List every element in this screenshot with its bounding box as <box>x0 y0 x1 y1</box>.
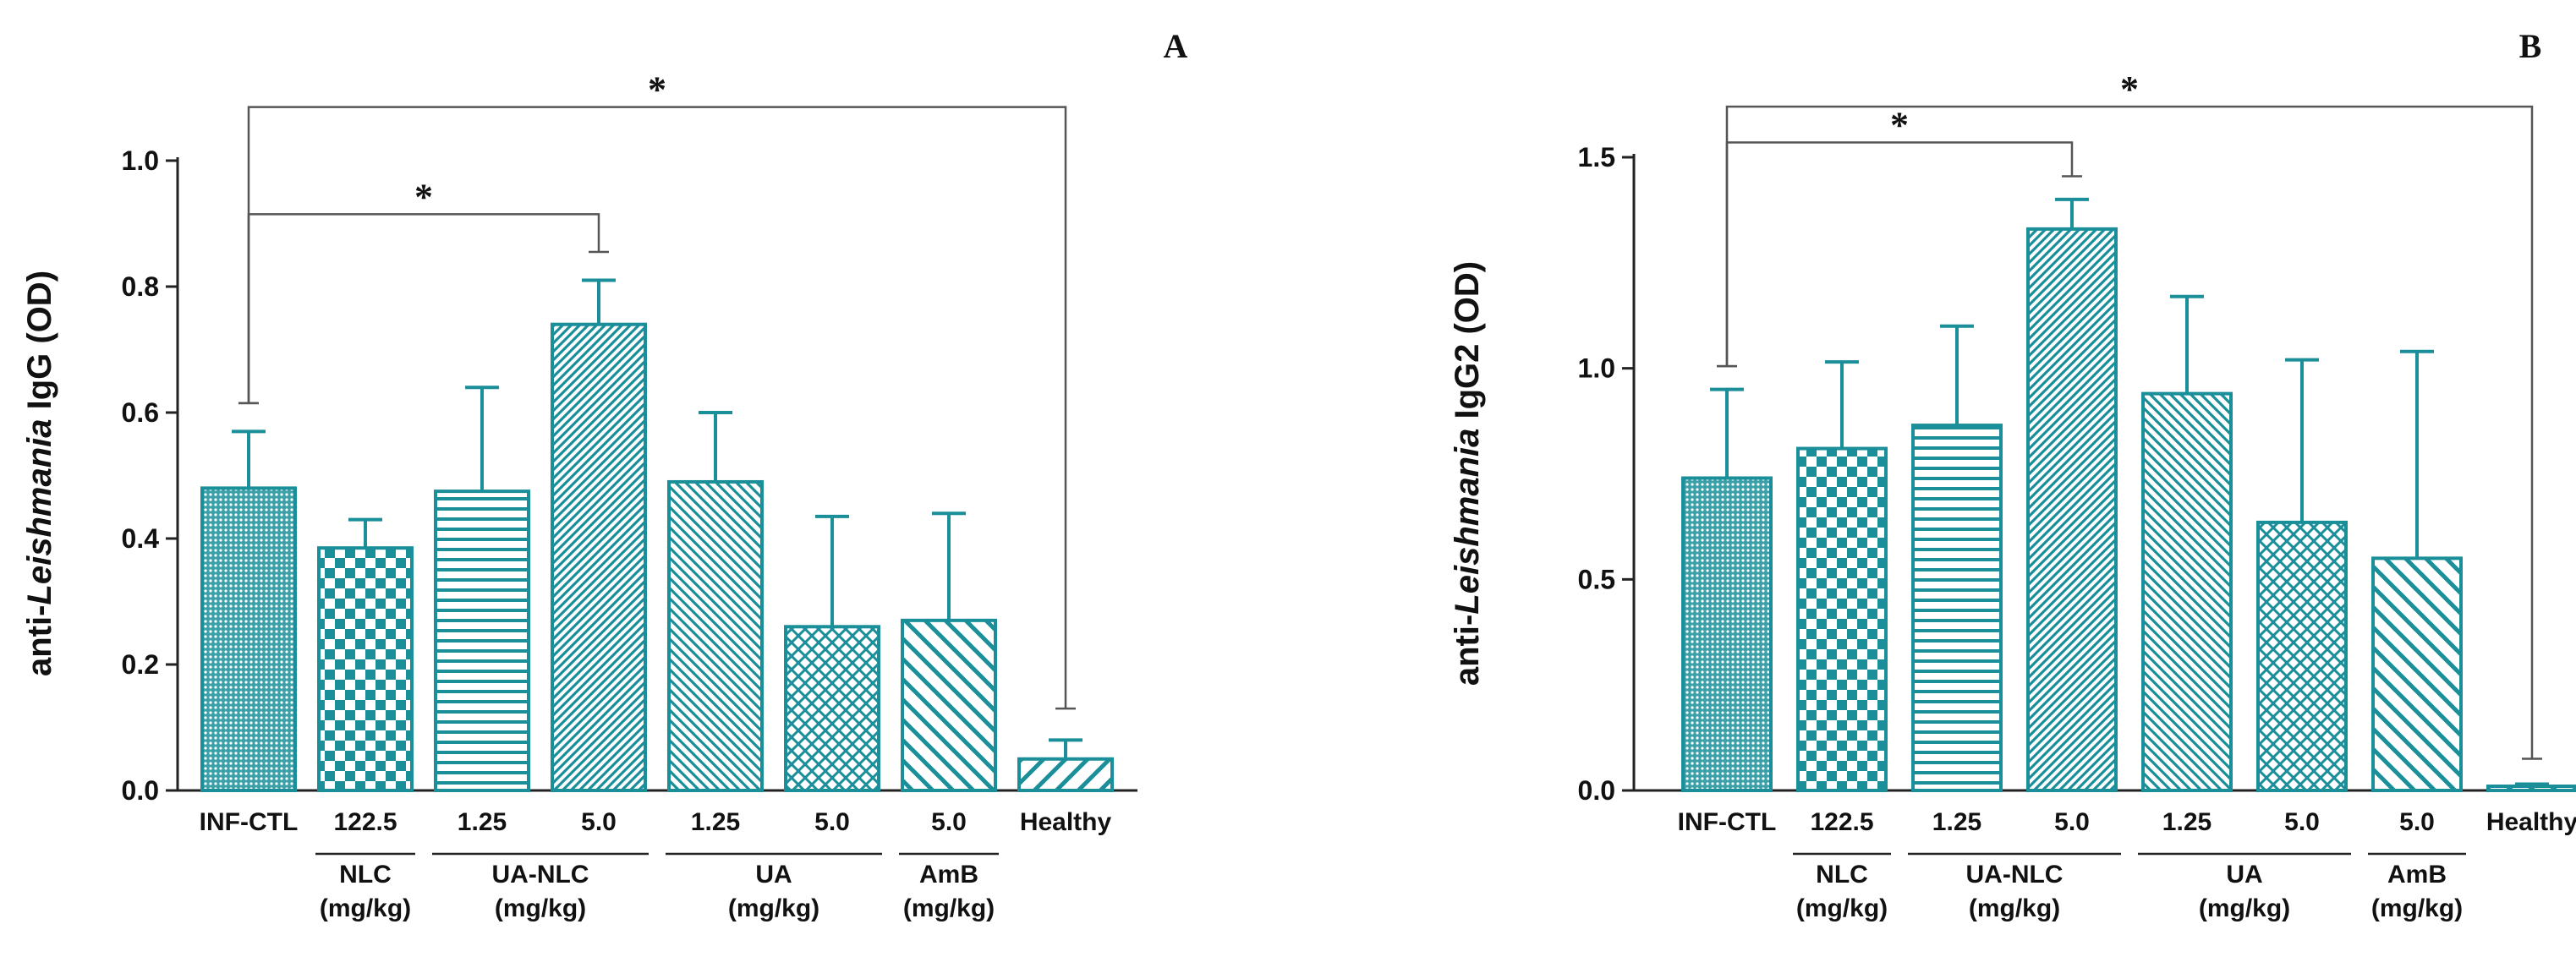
group-label: AmB <box>919 861 978 889</box>
bar <box>1911 424 2003 792</box>
group-label: NLC <box>1816 861 1868 889</box>
bar <box>2486 785 2576 792</box>
bar <box>2256 520 2348 792</box>
x-tick-label: Healthy <box>2486 808 2576 836</box>
bar <box>667 479 764 792</box>
group-unit: (mg/kg) <box>320 894 411 922</box>
y-tick-label: 0.8 <box>122 271 159 302</box>
group-unit: (mg/kg) <box>495 894 586 922</box>
x-tick-label: 5.0 <box>581 808 617 836</box>
bar <box>1017 757 1114 792</box>
x-tick-label: 1.25 <box>691 808 740 836</box>
x-tick-label: 5.0 <box>2054 808 2090 836</box>
bar <box>901 618 997 792</box>
x-tick-label: 1.25 <box>458 808 507 836</box>
x-tick-label: 5.0 <box>2284 808 2320 836</box>
significance-bracket <box>247 106 1067 709</box>
y-tick-label: 1.5 <box>1578 142 1615 172</box>
x-tick-label: 1.25 <box>2162 808 2212 836</box>
bar <box>2141 391 2233 792</box>
significance-star: * <box>2120 68 2139 110</box>
x-tick-label: 5.0 <box>931 808 967 836</box>
x-tick-label: 5.0 <box>2399 808 2435 836</box>
y-tick-label: 0.6 <box>122 397 159 428</box>
y-tick-label: 0.5 <box>1578 564 1615 594</box>
x-tick-label: 1.25 <box>1932 808 1981 836</box>
group-unit: (mg/kg) <box>728 894 819 922</box>
group-label: AmB <box>2387 861 2447 889</box>
significance-bracket <box>247 213 600 403</box>
bar <box>317 546 414 792</box>
panel-label: A <box>1164 27 1188 65</box>
x-tick-label: INF-CTL <box>200 808 299 836</box>
y-tick-label: 1.0 <box>1578 353 1615 384</box>
group-unit: (mg/kg) <box>1796 894 1888 922</box>
group-label: UA-NLC <box>1966 861 2064 889</box>
group-unit: (mg/kg) <box>2199 894 2290 922</box>
bar <box>2026 227 2118 792</box>
bar <box>551 322 647 792</box>
y-tick-label: 1.0 <box>122 145 159 176</box>
group-unit: (mg/kg) <box>1969 894 2060 922</box>
significance-bracket <box>1725 105 2534 759</box>
x-tick-label: INF-CTL <box>1678 808 1777 836</box>
group-label: UA <box>755 861 792 889</box>
bar <box>1796 446 1888 792</box>
group-unit: (mg/kg) <box>903 894 995 922</box>
x-tick-label: 122.5 <box>1810 808 1873 836</box>
bar <box>2371 556 2463 792</box>
bar <box>434 489 530 792</box>
group-label: NLC <box>339 861 392 889</box>
group-label: UA-NLC <box>492 861 589 889</box>
y-axis-label: anti-Leishmania IgG (OD) <box>21 271 58 676</box>
x-tick-label: 122.5 <box>333 808 397 836</box>
significance-star: * <box>414 176 433 217</box>
x-tick-label: 5.0 <box>814 808 850 836</box>
significance-star: * <box>648 69 666 111</box>
bar <box>200 486 297 793</box>
x-tick-label: Healthy <box>1020 808 1112 836</box>
y-tick-label: 0.0 <box>1578 775 1615 806</box>
group-unit: (mg/kg) <box>2371 894 2463 922</box>
significance-bracket <box>1725 141 2074 367</box>
y-tick-label: 0.4 <box>122 523 160 554</box>
y-tick-label: 0.2 <box>122 649 159 680</box>
group-label: UA <box>2226 861 2262 889</box>
significance-star: * <box>1890 105 1909 146</box>
bar <box>1681 476 1773 792</box>
bar <box>784 625 880 792</box>
y-axis-label: anti-Leishmania IgG2 (OD) <box>1449 261 1486 686</box>
panel-label: B <box>2519 27 2542 65</box>
y-tick-label: 0.0 <box>122 775 159 806</box>
